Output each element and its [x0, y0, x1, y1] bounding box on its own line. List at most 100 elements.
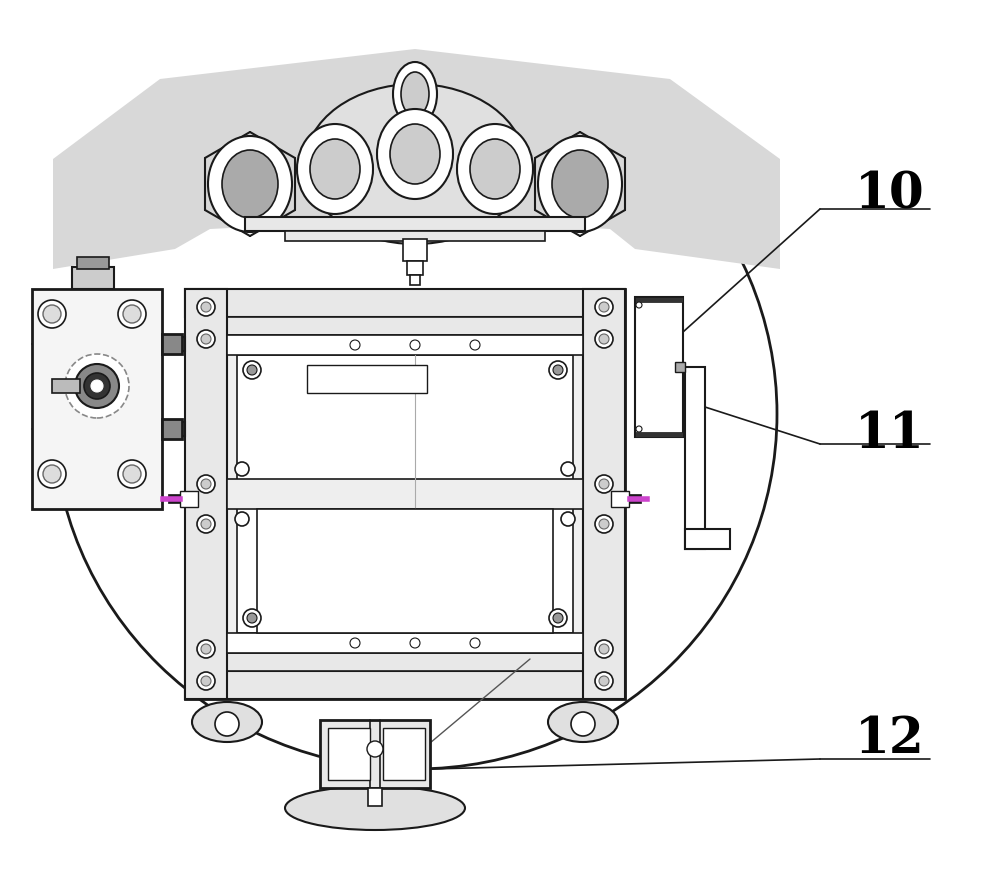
Bar	[635, 433, 683, 437]
Circle shape	[549, 609, 567, 627]
Circle shape	[201, 335, 211, 344]
Circle shape	[118, 460, 146, 488]
Ellipse shape	[192, 702, 262, 742]
Circle shape	[38, 300, 66, 328]
Ellipse shape	[305, 85, 525, 245]
Circle shape	[410, 638, 420, 648]
Circle shape	[201, 644, 211, 654]
Bar	[410, 276, 420, 285]
Circle shape	[201, 520, 211, 529]
Ellipse shape	[222, 151, 278, 219]
Circle shape	[595, 299, 613, 317]
Circle shape	[350, 638, 360, 648]
Bar	[185, 290, 227, 699]
Circle shape	[350, 341, 360, 350]
Bar	[227, 633, 583, 653]
Ellipse shape	[538, 137, 622, 233]
Ellipse shape	[470, 140, 520, 200]
Circle shape	[123, 465, 141, 484]
Circle shape	[561, 463, 575, 477]
Circle shape	[595, 515, 613, 534]
Circle shape	[595, 640, 613, 658]
Bar	[320, 720, 430, 788]
Bar	[245, 218, 585, 232]
Bar	[675, 363, 685, 372]
Bar	[205, 653, 605, 672]
Ellipse shape	[377, 110, 453, 200]
Circle shape	[123, 306, 141, 324]
Ellipse shape	[401, 73, 429, 117]
Circle shape	[118, 300, 146, 328]
Text: 11: 11	[855, 410, 925, 459]
Bar	[307, 365, 427, 393]
Circle shape	[201, 676, 211, 687]
Ellipse shape	[457, 125, 533, 215]
Circle shape	[553, 614, 563, 623]
Bar	[162, 420, 182, 440]
Circle shape	[197, 299, 215, 317]
Circle shape	[595, 476, 613, 493]
Circle shape	[599, 644, 609, 654]
Ellipse shape	[208, 137, 292, 233]
Circle shape	[43, 465, 61, 484]
Bar	[635, 298, 683, 437]
Bar	[77, 258, 109, 270]
Bar	[685, 529, 730, 550]
Polygon shape	[415, 50, 780, 270]
Circle shape	[599, 335, 609, 344]
Bar	[685, 368, 705, 550]
Circle shape	[470, 638, 480, 648]
Ellipse shape	[548, 702, 618, 742]
Bar	[611, 492, 629, 507]
Circle shape	[636, 427, 642, 433]
Bar	[583, 290, 625, 699]
Bar	[237, 356, 573, 633]
Circle shape	[215, 712, 239, 736]
Polygon shape	[53, 50, 415, 270]
Circle shape	[636, 303, 642, 309]
Bar	[227, 335, 583, 356]
Circle shape	[599, 520, 609, 529]
Circle shape	[197, 673, 215, 690]
Bar	[257, 509, 553, 633]
Circle shape	[549, 362, 567, 379]
Bar	[72, 268, 114, 290]
Circle shape	[247, 365, 257, 376]
Circle shape	[197, 515, 215, 534]
Text: 10: 10	[855, 170, 925, 220]
Bar	[162, 335, 182, 355]
Circle shape	[410, 341, 420, 350]
Circle shape	[561, 513, 575, 527]
Circle shape	[470, 341, 480, 350]
Bar	[403, 240, 427, 262]
Circle shape	[235, 463, 249, 477]
Circle shape	[197, 640, 215, 658]
Ellipse shape	[53, 60, 777, 769]
Bar	[182, 422, 185, 436]
Bar	[383, 728, 425, 781]
Bar	[180, 492, 198, 507]
Bar	[328, 728, 370, 781]
Circle shape	[38, 460, 66, 488]
Bar	[227, 479, 583, 509]
Bar	[52, 379, 80, 393]
Bar	[185, 290, 625, 318]
Ellipse shape	[310, 140, 360, 200]
Circle shape	[243, 609, 261, 627]
Bar	[407, 262, 423, 276]
Circle shape	[599, 303, 609, 313]
Text: 12: 12	[855, 715, 925, 764]
Circle shape	[595, 673, 613, 690]
Circle shape	[243, 362, 261, 379]
Circle shape	[571, 712, 595, 736]
Circle shape	[553, 365, 563, 376]
Circle shape	[65, 355, 129, 419]
Circle shape	[91, 380, 103, 392]
Circle shape	[75, 364, 119, 408]
Bar	[285, 232, 545, 241]
Circle shape	[235, 513, 249, 527]
Circle shape	[599, 676, 609, 687]
Circle shape	[595, 331, 613, 349]
Circle shape	[201, 479, 211, 489]
Ellipse shape	[393, 63, 437, 126]
